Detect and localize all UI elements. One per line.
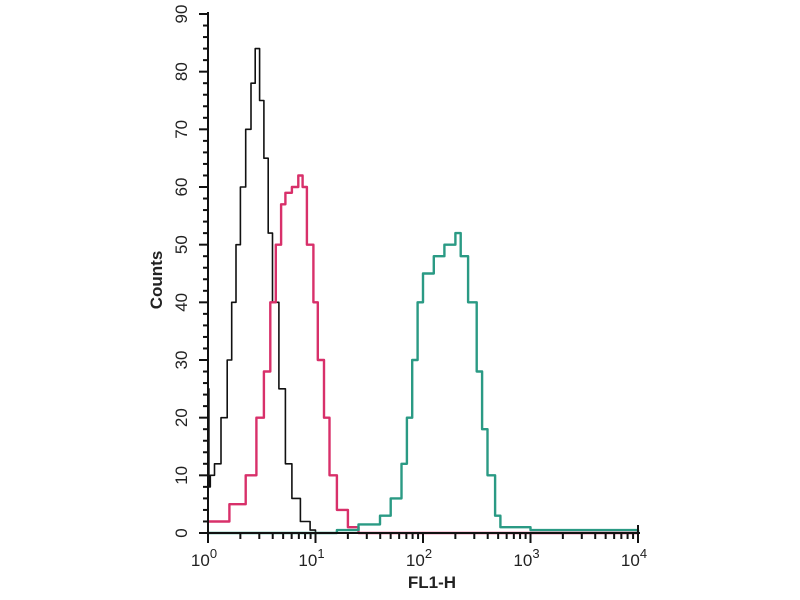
series-line-0 — [208, 47, 317, 533]
y-tick-label: 50 — [172, 235, 191, 254]
x-tick-label: 100 — [191, 546, 217, 570]
x-tick-base: 10 — [298, 551, 317, 570]
x-ticks: 100 101 102 103 104 — [191, 525, 647, 570]
x-tick-exponent: 4 — [640, 546, 647, 561]
x-tick-label: 101 — [298, 546, 324, 570]
curves — [208, 47, 640, 535]
y-tick-label: 20 — [172, 408, 191, 427]
y-tick-label: 0 — [172, 528, 191, 537]
x-tick-exponent: 0 — [210, 546, 217, 561]
y-tick-label: 70 — [172, 120, 191, 139]
y-tick-label: 60 — [172, 178, 191, 197]
x-tick-base: 10 — [513, 551, 532, 570]
x-tick-base: 10 — [621, 551, 640, 570]
y-tick-label: 90 — [172, 5, 191, 24]
y-tick-label: 10 — [172, 466, 191, 485]
y-ticks: 0 10 20 30 40 50 60 70 80 90 — [172, 5, 208, 538]
series-line-1 — [208, 174, 638, 535]
y-axis-label: Counts — [147, 251, 166, 310]
x-tick-label: 104 — [621, 546, 647, 570]
x-tick-exponent: 2 — [425, 546, 432, 561]
y-tick-label: 80 — [172, 62, 191, 81]
y-tick-label: 40 — [172, 293, 191, 312]
x-tick-exponent: 3 — [532, 546, 539, 561]
x-tick-exponent: 1 — [317, 546, 324, 561]
x-tick-base: 10 — [406, 551, 425, 570]
x-tick-label: 103 — [513, 546, 539, 570]
x-tick-base: 10 — [191, 551, 210, 570]
x-tick-label: 102 — [406, 546, 432, 570]
x-axis-label: FL1-H — [408, 573, 456, 592]
y-tick-label: 30 — [172, 351, 191, 370]
series-line-2 — [208, 231, 640, 535]
